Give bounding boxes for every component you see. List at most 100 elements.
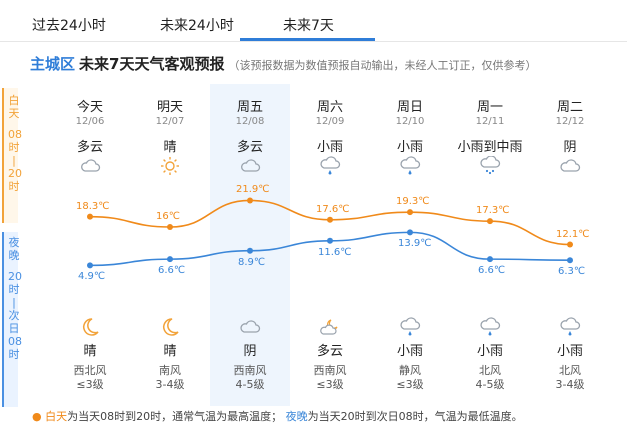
side-char: 20 <box>8 270 22 283</box>
day-condition: 晴 <box>163 140 177 155</box>
light-rain-icon <box>559 317 581 337</box>
wind-direction: 北风 <box>559 364 581 377</box>
day-condition: 小雨到中雨 <box>457 140 523 155</box>
low-temp-label: 6.6℃ <box>158 265 186 277</box>
cloudy-icon <box>79 156 101 176</box>
day-condition: 小雨 <box>316 140 343 155</box>
light-rain-icon <box>399 317 421 337</box>
side-char: 08 <box>8 128 22 141</box>
wind-direction: 北风 <box>479 364 501 377</box>
high-temp-point <box>407 209 413 216</box>
side-char: 时 <box>8 283 20 296</box>
forecast-header: 主城区 未来7天天气客观预报 （该预报数据为数值预报自动输出，未经人工订正，仅供参考… <box>30 53 536 73</box>
light-rain-icon <box>399 156 421 176</box>
high-temp-point <box>487 218 493 225</box>
high-temp-point <box>167 224 173 230</box>
side-char: 日 <box>8 322 20 335</box>
day-date: 12/08 <box>235 116 265 127</box>
low-temp-label: 6.3℃ <box>558 266 586 278</box>
tab-past-24h[interactable]: 过去24小时 <box>32 18 106 34</box>
high-temp-point <box>327 216 333 223</box>
side-char: 天 <box>8 107 20 120</box>
wind-direction: 南风 <box>159 364 181 377</box>
night-condition: 多云 <box>316 344 343 359</box>
day-name: 周六 <box>316 100 343 115</box>
wind-direction: 西南风 <box>233 364 267 377</box>
page-title: 未来7天天气客观预报 <box>79 55 225 73</box>
day-condition: 阴 <box>563 140 577 155</box>
day-date: 12/10 <box>395 116 425 127</box>
wind-direction: 静风 <box>399 364 421 377</box>
moderate-rain-icon <box>479 155 501 176</box>
wind-level: ≤3级 <box>76 378 104 391</box>
wind-level: 4-5级 <box>475 378 505 391</box>
wind-direction: 西北风 <box>73 364 107 377</box>
overcast-icon <box>559 156 581 176</box>
wind-level: ≤3级 <box>316 378 344 391</box>
night-condition: 晴 <box>83 344 97 359</box>
wind-level: 3-4级 <box>155 378 185 391</box>
low-temp-label: 8.9℃ <box>238 256 266 268</box>
moon-icon <box>159 317 181 337</box>
night-condition: 晴 <box>163 344 177 359</box>
active-tab-indicator <box>240 38 375 41</box>
footer-day-text: 为当天08时到20时，通常气温为最高温度； <box>67 410 283 423</box>
side-char: 08 <box>8 335 22 348</box>
day-date: 12/11 <box>475 116 505 127</box>
sun-icon <box>159 156 181 176</box>
side-char: 时 <box>8 180 20 193</box>
side-char: 时 <box>8 141 20 154</box>
footer-night-key: 夜晚 <box>285 410 308 423</box>
cloudy-icon <box>239 156 261 176</box>
day-condition: 多云 <box>236 140 263 155</box>
low-temp-label: 11.6℃ <box>318 246 352 258</box>
side-char: 次 <box>8 309 20 322</box>
side-char: 白 <box>8 94 20 107</box>
low-temp-point <box>167 256 173 263</box>
high-temp-point <box>567 241 573 248</box>
day-date: 12/07 <box>155 116 185 127</box>
low-temp-point <box>407 229 413 236</box>
night-side-label: 夜晚 20 时 | 次日 08 时 <box>2 232 22 407</box>
low-temp-label: 13.9℃ <box>398 238 432 250</box>
legend-footer: ● 白天为当天08时到20时，通常气温为最高温度； 夜晚为当天20时到次日08时… <box>32 408 523 424</box>
footer-day-key: ● 白天 <box>32 410 68 423</box>
footer-night-text: 为当天20时到次日08时，气温为最低温度。 <box>307 410 523 423</box>
low-temp-label: 4.9℃ <box>78 271 106 283</box>
high-temp-label: 12.1℃ <box>556 228 590 240</box>
moon-icon <box>79 317 101 337</box>
day-name: 周一 <box>476 100 503 115</box>
low-temp-point <box>487 256 493 263</box>
light-rain-icon <box>319 156 341 176</box>
day-date: 12/09 <box>315 116 345 127</box>
side-char: | <box>12 296 16 309</box>
high-temp-label: 21.9℃ <box>236 184 270 196</box>
wind-level: 3-4级 <box>555 378 585 391</box>
night-condition: 阴 <box>243 344 257 359</box>
wind-level: ≤3级 <box>396 378 424 391</box>
night-condition: 小雨 <box>556 344 583 359</box>
side-char: 时 <box>8 348 20 361</box>
high-temp-label: 18.3℃ <box>76 200 110 212</box>
low-temp-point <box>327 237 333 244</box>
night-condition: 小雨 <box>476 344 503 359</box>
side-char: 晚 <box>8 249 20 262</box>
high-temp-label: 16℃ <box>156 211 180 222</box>
side-char: | <box>12 154 16 167</box>
tab-next-7d[interactable]: 未来7天 <box>283 18 334 34</box>
disclaimer-note: （该预报数据为数值预报自动输出，未经人工订正，仅供参考） <box>228 59 537 72</box>
day-name: 明天 <box>156 100 183 115</box>
day-name: 今天 <box>76 100 103 115</box>
low-temp-point <box>87 262 93 269</box>
high-temp-label: 17.6℃ <box>316 203 350 215</box>
high-temp-label: 17.3℃ <box>476 205 510 217</box>
daytime-side-label: 白天 08 时 | 20 时 <box>2 88 22 223</box>
wind-direction: 西南风 <box>313 364 347 377</box>
day-date: 12/12 <box>555 116 585 127</box>
light-rain-icon <box>479 317 501 337</box>
overcast-icon <box>239 317 261 337</box>
tab-next-24h[interactable]: 未来24小时 <box>160 18 234 34</box>
city-name[interactable]: 主城区 <box>30 55 76 73</box>
day-condition: 多云 <box>76 140 103 155</box>
night-condition: 小雨 <box>396 344 423 359</box>
